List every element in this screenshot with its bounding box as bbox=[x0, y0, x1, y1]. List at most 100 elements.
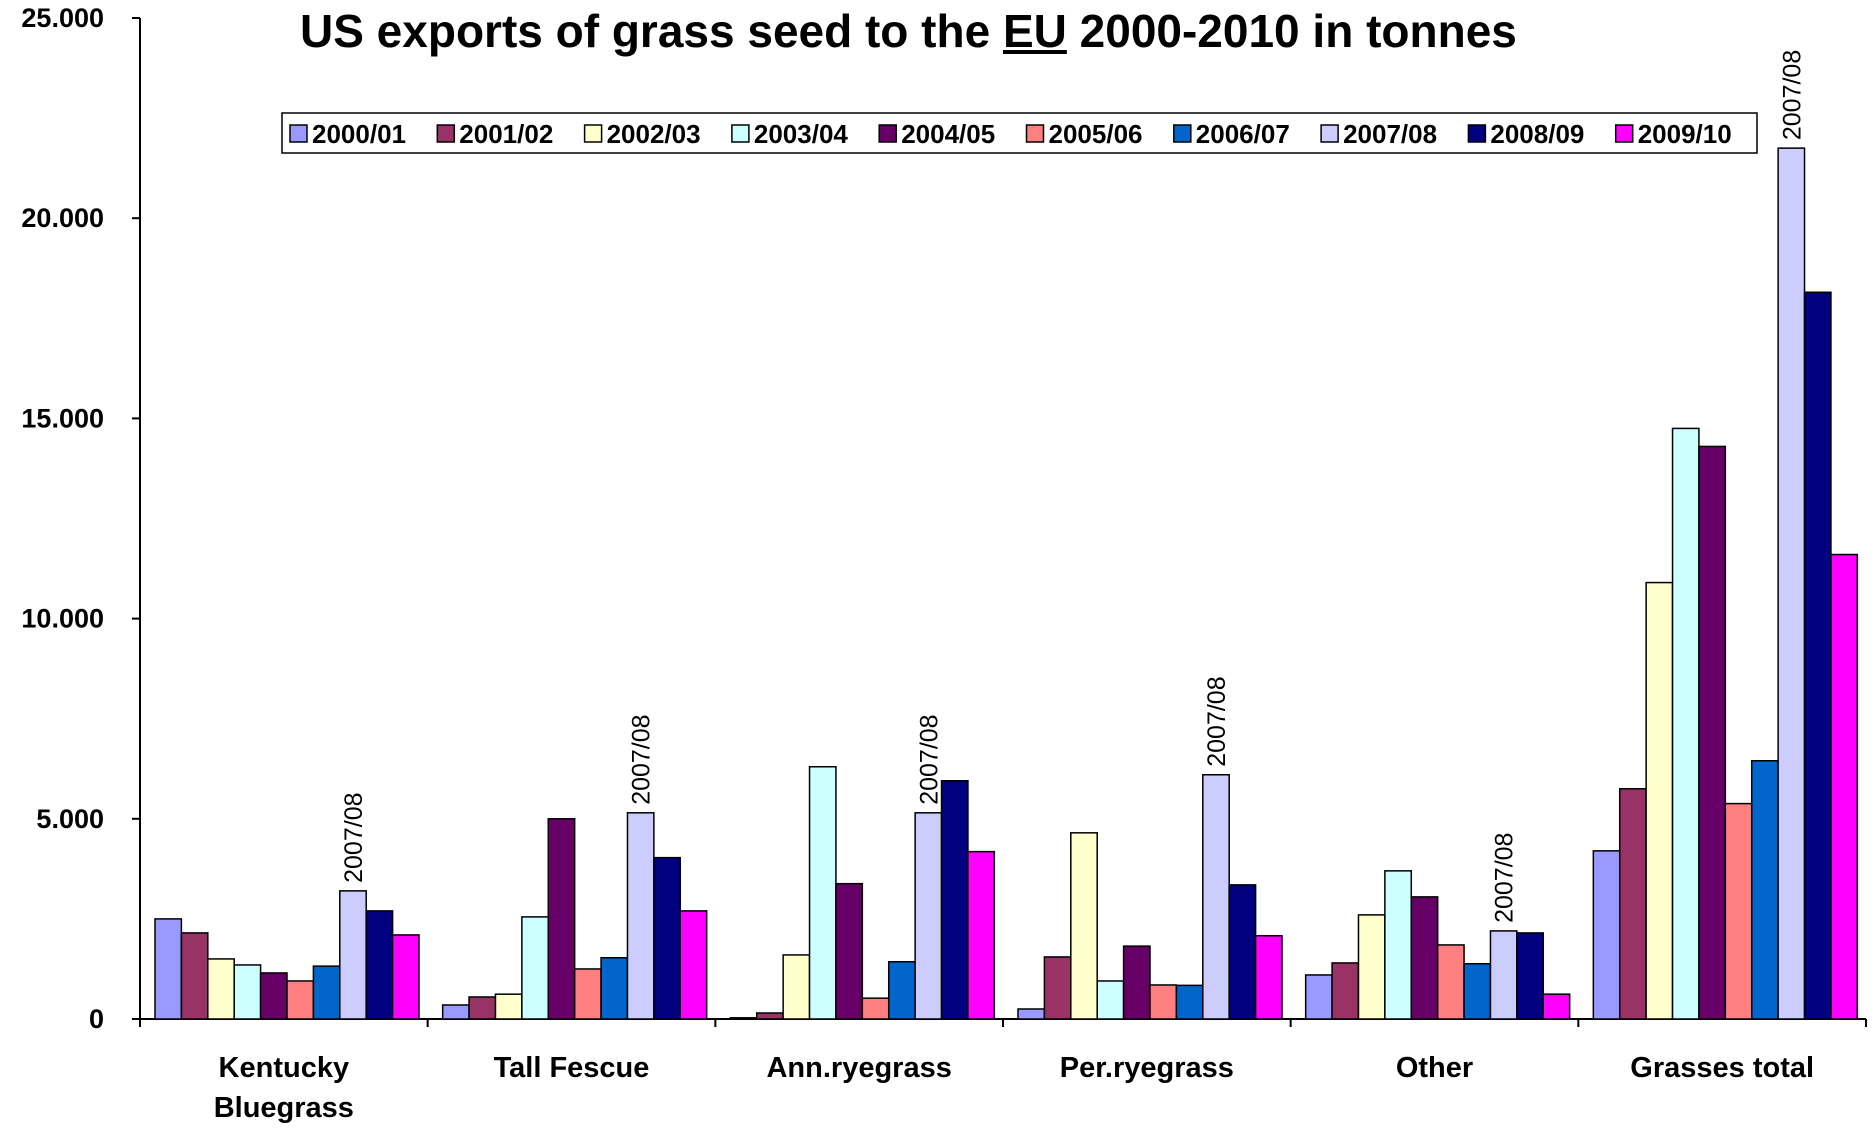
bar bbox=[1175, 984, 1204, 1020]
bar bbox=[1463, 962, 1492, 1020]
legend-label: 2008/09 bbox=[1490, 119, 1584, 149]
data-annotation: 2007/08 bbox=[628, 714, 656, 804]
y-tick-label: 15.000 bbox=[21, 403, 104, 433]
bar bbox=[1122, 945, 1151, 1020]
chart-title-prefix: US exports of grass seed to the bbox=[300, 5, 1003, 57]
x-category-label: Grasses total bbox=[1630, 1052, 1814, 1084]
bar bbox=[1228, 884, 1257, 1020]
bar bbox=[1618, 788, 1647, 1020]
bar bbox=[1777, 147, 1806, 1020]
bar bbox=[547, 818, 576, 1020]
bar bbox=[600, 956, 629, 1020]
x-category-label: Tall Fescue bbox=[494, 1052, 650, 1084]
bar bbox=[1304, 974, 1333, 1020]
bar bbox=[1803, 291, 1832, 1020]
legend-label: 2002/03 bbox=[607, 119, 701, 149]
bar bbox=[1542, 993, 1571, 1020]
bar bbox=[782, 954, 811, 1020]
bar bbox=[1516, 932, 1545, 1020]
bar bbox=[1698, 445, 1727, 1020]
bar bbox=[1384, 870, 1413, 1020]
legend-label: 2007/08 bbox=[1343, 119, 1437, 149]
bar bbox=[365, 910, 394, 1020]
bar bbox=[207, 958, 235, 1020]
bar bbox=[1202, 774, 1230, 1020]
bar bbox=[1043, 956, 1072, 1020]
x-category-label: Other bbox=[1396, 1052, 1473, 1084]
legend-label: 2003/04 bbox=[754, 119, 849, 149]
legend-swatch bbox=[1025, 124, 1045, 143]
legend-label: 2005/06 bbox=[1049, 119, 1143, 149]
x-category-label: Per.ryegrass bbox=[1060, 1052, 1234, 1084]
legend-swatch bbox=[878, 124, 897, 143]
y-tick-label: 20.000 bbox=[21, 203, 104, 233]
bar bbox=[1830, 553, 1859, 1020]
data-annotation: 2007/08 bbox=[915, 714, 943, 804]
bar bbox=[914, 812, 943, 1020]
y-tick-label: 25.000 bbox=[21, 3, 104, 33]
bar bbox=[679, 910, 708, 1020]
legend-swatch bbox=[289, 124, 308, 143]
data-annotation: 2007/08 bbox=[1203, 676, 1231, 766]
bar bbox=[626, 812, 655, 1020]
bar bbox=[1750, 759, 1779, 1020]
bar bbox=[494, 993, 523, 1020]
data-annotation: 2007/08 bbox=[1491, 833, 1519, 923]
bar bbox=[573, 968, 602, 1020]
legend-box bbox=[281, 112, 1758, 154]
legend-swatch bbox=[583, 124, 603, 143]
x-category-label: Kentucky bbox=[219, 1052, 350, 1084]
bar bbox=[1149, 984, 1178, 1020]
x-category-label: Ann.ryegrass bbox=[766, 1052, 951, 1084]
chart-title-underlined: EU bbox=[1002, 5, 1067, 57]
data-annotation: 2007/08 bbox=[340, 792, 368, 882]
legend-swatch bbox=[1467, 124, 1487, 143]
bar bbox=[1017, 1008, 1046, 1020]
legend-label: 2009/10 bbox=[1638, 119, 1732, 149]
bar bbox=[835, 882, 864, 1020]
bar bbox=[1331, 962, 1360, 1020]
bar bbox=[233, 964, 262, 1020]
bar bbox=[755, 1012, 784, 1020]
bar bbox=[154, 918, 183, 1020]
bar bbox=[1724, 802, 1753, 1020]
bar bbox=[1592, 850, 1621, 1020]
bar bbox=[468, 996, 497, 1020]
bar bbox=[729, 1017, 758, 1020]
bar bbox=[1357, 914, 1386, 1020]
legend-label: 2004/05 bbox=[901, 119, 995, 149]
bar bbox=[1410, 896, 1439, 1020]
bar bbox=[1671, 427, 1700, 1020]
y-tick-label: 5.000 bbox=[36, 804, 104, 834]
bar bbox=[441, 1004, 470, 1020]
bar bbox=[861, 997, 890, 1020]
bar bbox=[1096, 980, 1125, 1020]
bar bbox=[1070, 832, 1098, 1020]
chart-title-suffix: 2000-2010 in tonnes bbox=[1066, 5, 1517, 57]
legend-swatch bbox=[1320, 124, 1339, 143]
bar bbox=[1489, 930, 1518, 1020]
bar bbox=[940, 780, 969, 1020]
y-tick-label: 0 bbox=[89, 1004, 104, 1034]
bar bbox=[1254, 934, 1283, 1020]
bar bbox=[521, 916, 550, 1020]
bar bbox=[180, 932, 209, 1020]
bar bbox=[259, 972, 288, 1020]
bar bbox=[1645, 581, 1674, 1020]
bar bbox=[887, 960, 916, 1020]
legend-label: 2000/01 bbox=[312, 119, 406, 149]
bar bbox=[967, 850, 996, 1020]
y-tick-label: 10.000 bbox=[21, 604, 104, 634]
legend-swatch bbox=[1614, 124, 1634, 143]
data-annotation: 2007/08 bbox=[1778, 50, 1806, 140]
legend-label: 2001/02 bbox=[459, 119, 553, 149]
bar bbox=[1436, 944, 1465, 1020]
bar bbox=[339, 890, 367, 1020]
bar bbox=[391, 934, 420, 1020]
chart-title: US exports of grass seed to the EU 2000-… bbox=[300, 4, 1600, 58]
legend-swatch bbox=[731, 124, 750, 143]
legend-swatch bbox=[436, 124, 456, 143]
legend-label: 2006/07 bbox=[1196, 119, 1290, 149]
